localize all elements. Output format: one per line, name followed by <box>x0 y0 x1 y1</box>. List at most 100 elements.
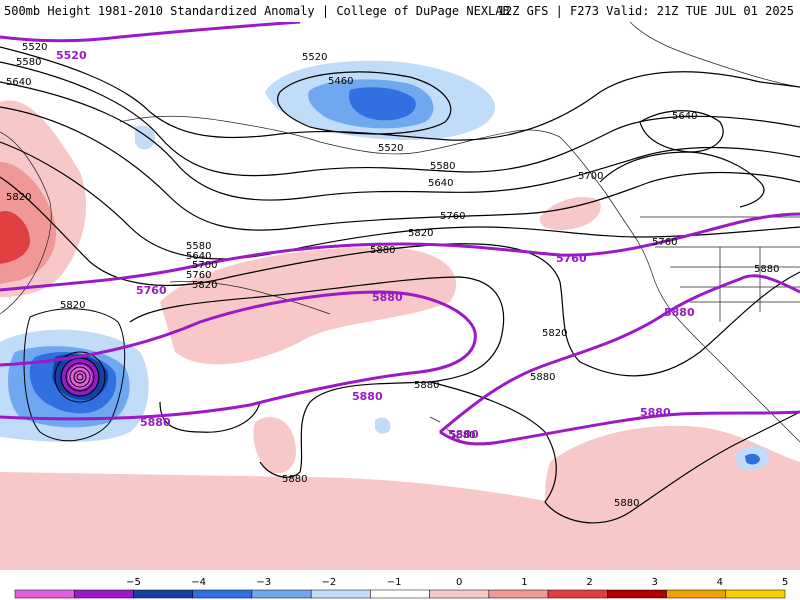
negative-anomaly-region <box>349 87 416 121</box>
contour-5820-east <box>599 151 765 208</box>
contour-5820 <box>0 176 800 377</box>
colorbar-tick-label: −4 <box>191 577 206 588</box>
contour-label: 5820 <box>60 300 85 311</box>
map-canvas: 5520 5580 5640 5520 5460 5520 5580 5640 … <box>0 22 800 570</box>
cyclone-ring <box>69 366 91 388</box>
positive-anomaly-region <box>0 472 560 570</box>
contour-5880-east <box>429 381 800 524</box>
colorbar-canvas: −5 −4 −3 −2 −1 0 1 2 3 4 5 <box>14 577 788 599</box>
cyclone-ring <box>73 370 87 384</box>
colorbar-tick-label: −2 <box>322 577 337 588</box>
contour-5880 <box>129 276 505 478</box>
contour-5640-ne <box>639 110 724 153</box>
colorbar-tick-label: 4 <box>717 577 723 588</box>
contour-label: 5820 <box>6 192 31 203</box>
contour-label: 5880 <box>754 264 779 275</box>
map-title: 500mb Height 1981-2010 Standardized Anom… <box>4 4 510 18</box>
us-state-borders <box>655 246 800 322</box>
colorbar-tick-label: 3 <box>652 577 658 588</box>
climatology-label: 5880 <box>448 428 479 441</box>
colorbar-swatch <box>14 589 75 599</box>
contour-label: 5700 <box>578 171 603 182</box>
colorbar-tick-label: −3 <box>256 577 271 588</box>
purple-5520 <box>0 22 301 43</box>
colorbar-tick-label: 2 <box>586 577 592 588</box>
purple-5880 <box>0 290 477 421</box>
contour-labels: 5520 5580 5640 5520 5460 5520 5580 5640 … <box>6 42 779 509</box>
contour-label: 5640 <box>6 77 31 88</box>
purple-5760 <box>0 212 800 292</box>
climatology-label: 5880 <box>352 390 383 403</box>
climatology-label: 5520 <box>56 49 87 62</box>
climatology-labels: 5520 5760 5760 5880 5880 5880 5880 5880 … <box>56 49 695 441</box>
positive-anomaly-region <box>544 425 800 570</box>
coastline <box>0 131 52 315</box>
contour-label: 5880 <box>414 380 439 391</box>
colorbar-swatch <box>547 589 608 599</box>
contour-label: 5820 <box>542 328 567 339</box>
colorbar-tick-label: 0 <box>456 577 462 588</box>
contour-5700 <box>0 106 800 231</box>
purple-5880-east <box>439 274 800 434</box>
climatology-label: 5880 <box>372 291 403 304</box>
contour-label: 5760 <box>652 237 677 248</box>
colorbar-swatch <box>488 589 549 599</box>
height-contours <box>0 46 800 524</box>
contour-label: 5640 <box>672 111 697 122</box>
geography-lines <box>0 22 800 443</box>
colorbar-swatch <box>192 589 253 599</box>
colorbar-swatch <box>310 589 371 599</box>
contour-label: 5760 <box>440 211 465 222</box>
contour-label: 5520 <box>302 52 327 63</box>
climatology-contours <box>0 22 800 446</box>
cyclone-ring <box>65 362 95 392</box>
colorbar-tick-label: −5 <box>126 577 141 588</box>
max-positive-anomaly-region <box>0 211 30 264</box>
model-run-info: 12Z GFS | F273 Valid: 21Z TUE JUL 01 202… <box>497 4 794 18</box>
negative-anomaly-region <box>375 417 391 434</box>
coastline <box>559 136 800 443</box>
contour-label: 5640 <box>428 178 453 189</box>
contour-label: 5820 <box>408 228 433 239</box>
contour-5820-ring <box>23 308 126 442</box>
contour-5640 <box>0 81 800 201</box>
negative-anomaly-region <box>745 453 760 465</box>
contour-label: 5820 <box>192 280 217 291</box>
contour-label: 5880 <box>530 372 555 383</box>
cyclone-anomaly-core <box>68 365 92 389</box>
climatology-label: 5880 <box>664 306 695 319</box>
climatology-label: 5880 <box>140 416 171 429</box>
climatology-label: 5760 <box>136 284 167 297</box>
contour-5520 <box>0 46 800 141</box>
contour-label: 5580 <box>16 57 41 68</box>
contour-label: 5460 <box>328 76 353 87</box>
positive-anomaly-region <box>539 197 601 230</box>
positive-anomaly-region <box>253 417 296 474</box>
contour-label: 5880 <box>450 430 475 441</box>
purple-5880-south <box>439 410 800 446</box>
contour-label: 5520 <box>378 143 403 154</box>
title-bar: 500mb Height 1981-2010 Standardized Anom… <box>0 0 800 22</box>
contour-5760 <box>0 141 800 260</box>
colorbar-swatch <box>73 589 134 599</box>
climatology-label: 5880 <box>640 406 671 419</box>
colorbar-swatch <box>429 589 490 599</box>
colorbar-swatch <box>370 589 430 599</box>
contour-5580 <box>0 61 800 177</box>
colorbar-tick-label: 1 <box>521 577 527 588</box>
colorbar: −5 −4 −3 −2 −1 0 1 2 3 4 5 <box>0 570 800 600</box>
colorbar-tick-label: −1 <box>387 577 402 588</box>
contour-label: 5520 <box>22 42 47 53</box>
contour-label: 5880 <box>370 245 395 256</box>
coastline <box>629 22 800 88</box>
colorbar-swatch <box>666 589 727 599</box>
contour-label: 5700 <box>192 260 217 271</box>
coastline <box>119 115 561 155</box>
climatology-label: 5760 <box>556 252 587 265</box>
contour-label: 5580 <box>430 161 455 172</box>
contour-label: 5640 <box>186 251 211 262</box>
contour-label: 5880 <box>282 474 307 485</box>
colorbar-swatch <box>725 589 786 599</box>
colorbar-tick-label: 5 <box>782 577 788 588</box>
contour-label: 5880 <box>614 498 639 509</box>
